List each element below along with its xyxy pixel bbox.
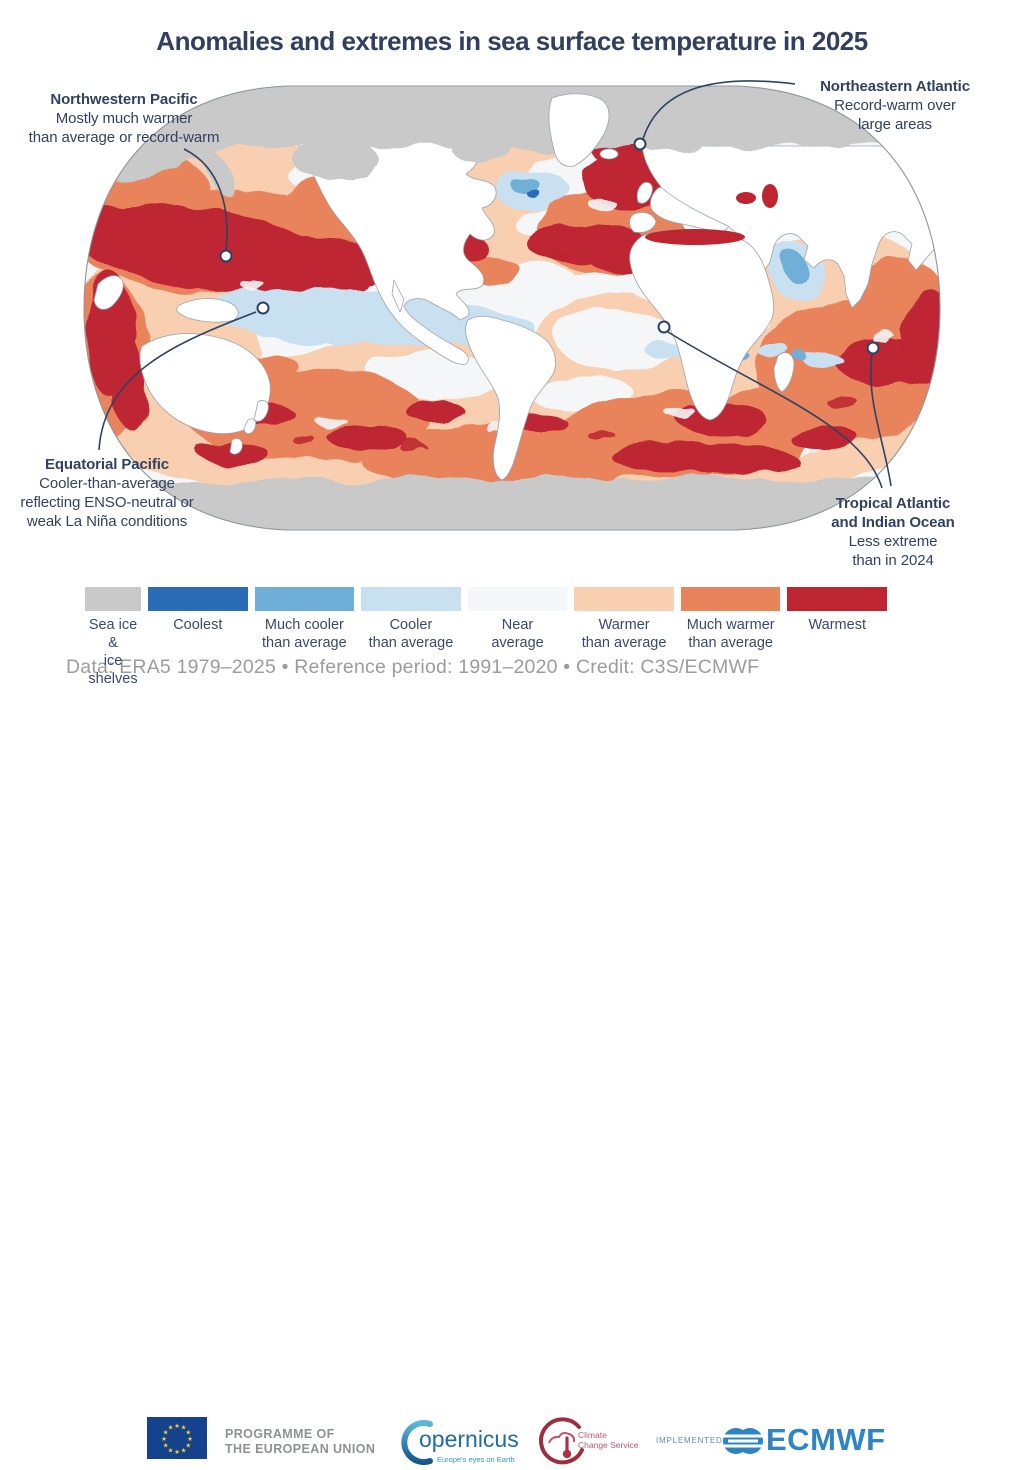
- legend-label: Cooler than average: [368, 617, 454, 651]
- annotation-heading: Equatorial Pacific: [44, 456, 170, 473]
- svg-text:★: ★: [168, 1424, 174, 1432]
- ecmwf-icon: [723, 1428, 763, 1454]
- footer-logos: ★ ★ ★ ★ ★ ★ ★ ★ ★ ★ ★ ★ PROGRAMME OF THE EUROPEA…: [0, 700, 1024, 1465]
- legend-swatch: [787, 587, 888, 611]
- land-iberia: [629, 212, 657, 233]
- annotation-equatorial-pacific: Equatorial Pacific Cooler-than-average r…: [0, 455, 214, 531]
- legend-swatch: [148, 587, 248, 611]
- land-asia: [641, 145, 940, 309]
- page-title: Anomalies and extremes in sea surface te…: [156, 26, 868, 56]
- legend-swatch: [680, 587, 781, 611]
- land-south-america: [465, 315, 556, 481]
- legend-item-much-warmer: Much warmer than average: [680, 587, 781, 688]
- copernicus-wordmark: opernicus: [419, 1426, 519, 1452]
- legend-label: Much cooler than average: [262, 617, 347, 651]
- annotation-northeastern-atlantic: Northeastern Atlantic Record-warm over l…: [784, 77, 1006, 134]
- legend-swatch: [467, 587, 568, 611]
- legend-item-much-cooler: Much cooler than average: [254, 587, 355, 688]
- inland-seas: [645, 184, 778, 245]
- land-baja: [391, 279, 405, 313]
- legend-swatch: [574, 587, 674, 611]
- land-uk: [636, 182, 653, 204]
- data-credit: Data: ERA5 1979–2025 • Reference period:…: [66, 656, 760, 678]
- copernicus-tagline: Europe's eyes on Earth: [437, 1455, 515, 1464]
- legend-swatch: [361, 587, 461, 611]
- annotation-northwestern-pacific: Northwestern Pacific Mostly much warmer …: [6, 90, 242, 147]
- legend-swatch: [254, 587, 355, 611]
- climate-change-service-label: Climate Change Service: [578, 1430, 639, 1450]
- legend-item-coolest: Coolest: [148, 587, 248, 688]
- annotation-body: Mostly much warmer than average or recor…: [28, 110, 220, 146]
- legend-item-cooler: Cooler than average: [361, 587, 461, 688]
- legend-swatch: [85, 587, 141, 611]
- legend-label: Coolest: [173, 617, 223, 633]
- annotation-body: Record-warm over large areas: [834, 97, 956, 133]
- svg-text:★: ★: [181, 1446, 187, 1454]
- legend-label: Sea ice & ice shelves: [88, 617, 138, 687]
- legend-item-warmest: Warmest: [787, 587, 888, 688]
- annotation-heading: Northeastern Atlantic: [820, 78, 970, 95]
- antarctic-ice: [84, 476, 940, 530]
- land-japan: [93, 275, 124, 310]
- legend-label: Near average: [491, 617, 544, 651]
- annotation-tropical-atlantic-indian: Tropical Atlantic and Indian Ocean Less …: [795, 494, 991, 570]
- legend-label: Much warmer than average: [686, 617, 775, 651]
- legend-label: Warmest: [808, 617, 866, 633]
- svg-text:★: ★: [174, 1448, 180, 1456]
- legend-label: Warmer than average: [581, 617, 667, 651]
- color-legend: Sea ice & ice shelves Coolest Much coole…: [85, 587, 888, 688]
- legend-item-sea-ice: Sea ice & ice shelves: [85, 587, 141, 688]
- legend-item-near-average: Near average: [467, 587, 568, 688]
- map-outline: [83, 85, 941, 531]
- eu-flag-logo: ★ ★★ ★★★ ★★★ ★★★: [147, 1417, 207, 1459]
- legend-item-warmer: Warmer than average: [574, 587, 674, 688]
- annotation-body: Less extreme than in 2024: [848, 533, 938, 569]
- svg-text:★: ★: [174, 1422, 180, 1430]
- annotation-heading: Northwestern Pacific: [50, 91, 198, 108]
- ecmwf-wordmark: ECMWF: [766, 1422, 886, 1457]
- annotation-heading: Tropical Atlantic and Indian Ocean: [831, 495, 955, 531]
- annotation-body: Cooler-than-average reflecting ENSO-neut…: [20, 475, 194, 530]
- land-greenland: [548, 93, 610, 167]
- eu-programme-label: PROGRAMME OF THE EUROPEAN UNION: [225, 1427, 376, 1456]
